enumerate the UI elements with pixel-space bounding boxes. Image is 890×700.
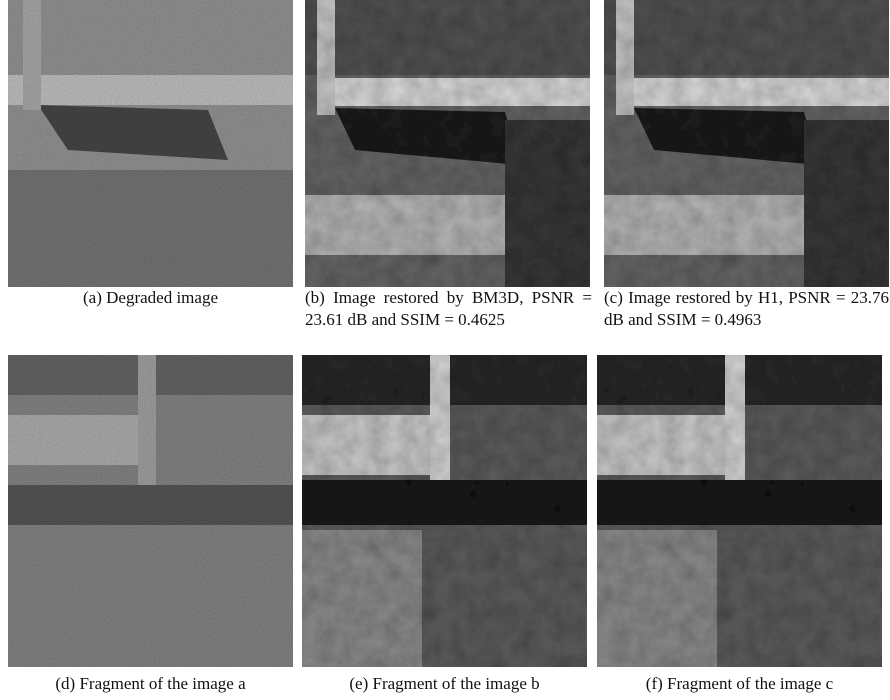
panel-label: (f) bbox=[646, 674, 663, 693]
caption-text: Fragment of the image a bbox=[79, 674, 245, 693]
panel-label: (e) bbox=[349, 674, 368, 693]
bm3d-fragment bbox=[302, 355, 587, 667]
panel-label: (d) bbox=[55, 674, 75, 693]
bm3d-image bbox=[305, 0, 590, 287]
caption-text: Image restored by BM3D, PSNR = 23.61 dB … bbox=[305, 288, 592, 329]
caption-text: Degraded image bbox=[106, 288, 218, 307]
h1-fragment bbox=[597, 355, 882, 667]
caption: (f) Fragment of the image c bbox=[597, 673, 882, 695]
h1-image bbox=[604, 0, 889, 287]
panel-label: (a) bbox=[83, 288, 102, 307]
caption: (b) Image restored by BM3D, PSNR = 23.61… bbox=[305, 287, 592, 331]
caption-text: Fragment of the image c bbox=[667, 674, 833, 693]
caption: (d) Fragment of the image a bbox=[8, 673, 293, 695]
degraded-image bbox=[8, 0, 293, 287]
panel-label: (b) bbox=[305, 288, 325, 307]
caption: (e) Fragment of the image b bbox=[302, 673, 587, 695]
caption-text: Fragment of the image b bbox=[373, 674, 540, 693]
degraded-fragment bbox=[8, 355, 293, 667]
panel-label: (c) bbox=[604, 288, 623, 307]
caption-text: Image restored by H1, PSNR = 23.76 dB an… bbox=[604, 288, 889, 329]
caption: (a) Degraded image bbox=[8, 287, 293, 309]
figure: (a) Degraded image (b) Image restored by… bbox=[0, 0, 890, 700]
caption: (c) Image restored by H1, PSNR = 23.76 d… bbox=[604, 287, 889, 331]
